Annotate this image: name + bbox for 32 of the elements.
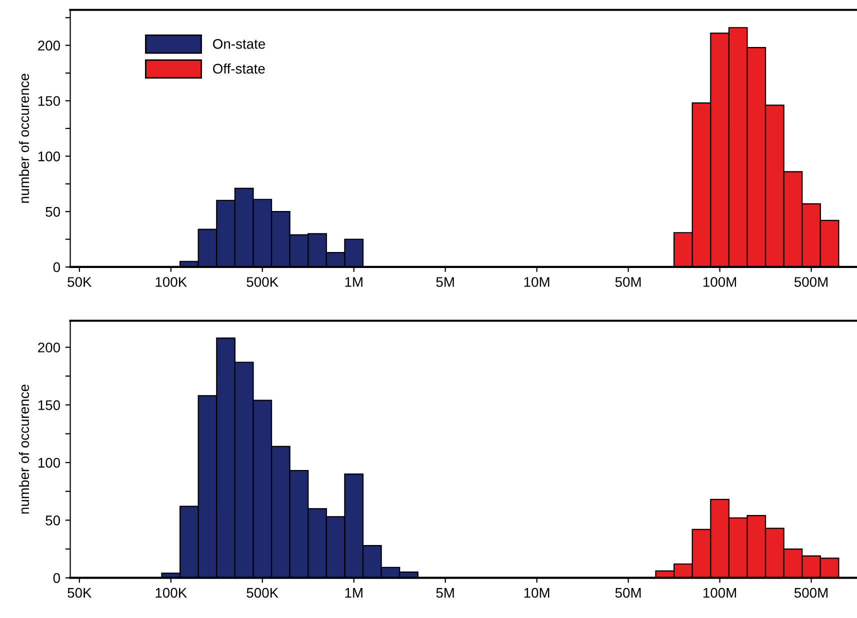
x-tick-label: 50M — [615, 588, 641, 598]
x-tick-label: 50M — [615, 277, 641, 287]
y-tick-label: 100 — [38, 151, 60, 162]
y-axis-title: number of occurence — [18, 74, 30, 203]
y-tick-label: 200 — [38, 40, 60, 51]
x-tick-label: 1M — [345, 277, 362, 287]
y-tick-label: 200 — [38, 342, 60, 352]
x-tick-label: 10M — [524, 277, 550, 287]
legend-label: On-state — [213, 39, 266, 49]
y-tick-label: 50 — [46, 516, 60, 526]
x-tick-label: 100M — [703, 588, 736, 598]
legend-label: Off-state — [213, 63, 265, 74]
x-tick-label: 1M — [345, 588, 362, 598]
x-tick-label: 100K — [156, 588, 187, 598]
x-tick-label: 500K — [246, 588, 278, 598]
y-tick-label: 0 — [53, 573, 60, 583]
y-axis-title: number of occurence — [18, 384, 30, 514]
x-tick-label: 5M — [436, 277, 454, 287]
x-tick-label: 10M — [524, 588, 550, 598]
x-tick-label: 5M — [436, 588, 454, 598]
x-tick-label: 500M — [794, 277, 828, 287]
y-tick-label: 150 — [38, 400, 60, 410]
x-tick-label: 100K — [156, 277, 187, 287]
y-tick-label: 150 — [38, 96, 60, 106]
y-tick-label: 0 — [53, 262, 60, 272]
x-tick-label: 500M — [794, 588, 828, 598]
x-tick-label: 500K — [246, 277, 278, 287]
y-tick-label: 100 — [38, 458, 60, 468]
x-tick-label: 50K — [68, 588, 92, 598]
y-tick-label: 50 — [46, 206, 60, 217]
x-tick-label: 50K — [68, 277, 92, 287]
x-tick-label: 100M — [703, 277, 736, 287]
